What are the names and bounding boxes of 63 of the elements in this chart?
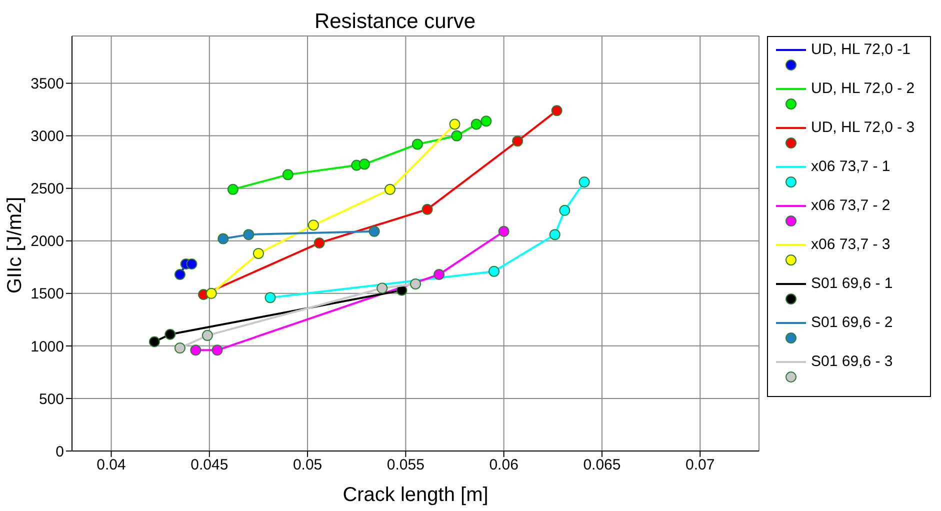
point	[308, 220, 319, 231]
x-tick-label: 0.06	[489, 456, 518, 474]
y-axis-title: GIIc [J/m2]	[4, 196, 26, 294]
legend-label: x06 73,7 - 1	[811, 158, 890, 175]
x-tick-label: 0.065	[583, 456, 621, 474]
y-tick-label: 2000	[30, 233, 64, 250]
legend-label: UD, HL 72,0 - 2	[811, 80, 915, 97]
x-axis-title: Crack length [m]	[342, 484, 488, 506]
point	[174, 342, 186, 354]
legend-label: UD, HL 72,0 - 3	[811, 119, 915, 136]
y-tick-label: 3500	[30, 76, 64, 93]
point	[164, 328, 176, 340]
point	[358, 158, 370, 170]
legend-label: x06 73,7 - 3	[811, 236, 890, 253]
point	[384, 184, 396, 195]
point	[368, 226, 380, 237]
x-tick-label: 0.045	[190, 456, 228, 474]
y-tick-label: 1000	[30, 338, 64, 356]
point	[314, 237, 325, 248]
point	[551, 105, 562, 116]
point	[410, 278, 421, 290]
point	[190, 344, 202, 356]
y-tick-label: 2500	[30, 180, 64, 198]
point	[212, 344, 223, 356]
point	[186, 258, 198, 270]
point	[451, 130, 462, 142]
point	[412, 138, 423, 150]
y-tick-label: 500	[38, 390, 64, 408]
legend-label: S01 69,6 - 2	[811, 314, 893, 331]
y-tick-label: 0	[56, 443, 64, 460]
point	[218, 233, 229, 244]
point	[549, 229, 560, 240]
point	[243, 229, 254, 240]
legend-label: UD, HL 72,0 -1	[811, 41, 910, 58]
point	[264, 292, 276, 304]
legend-label: S01 69,6 - 1	[811, 275, 893, 292]
y-tick-label: 1500	[30, 286, 64, 303]
point	[498, 226, 510, 237]
point	[512, 136, 524, 147]
point	[480, 116, 492, 127]
point	[206, 288, 217, 299]
point	[376, 282, 388, 294]
point	[434, 268, 445, 280]
y-tick-label: 3000	[30, 128, 64, 146]
x-tick-label: 0.07	[686, 456, 715, 474]
legend-label: S01 69,6 - 3	[811, 353, 893, 370]
point	[227, 184, 238, 195]
x-tick-label: 0.05	[292, 456, 322, 474]
point	[559, 204, 570, 216]
x-tick-label: 0.04	[96, 456, 126, 474]
x-tick-label: 0.055	[386, 456, 424, 474]
point	[578, 176, 590, 188]
point	[470, 118, 482, 130]
point	[449, 118, 460, 130]
point	[202, 330, 213, 341]
point	[252, 248, 264, 259]
point	[422, 204, 433, 215]
point	[148, 336, 160, 348]
point	[174, 268, 186, 280]
legend-label: x06 73,7 - 2	[811, 197, 890, 214]
point	[282, 169, 294, 180]
chart-title: Resistance curve	[313, 10, 477, 34]
point	[488, 266, 500, 277]
